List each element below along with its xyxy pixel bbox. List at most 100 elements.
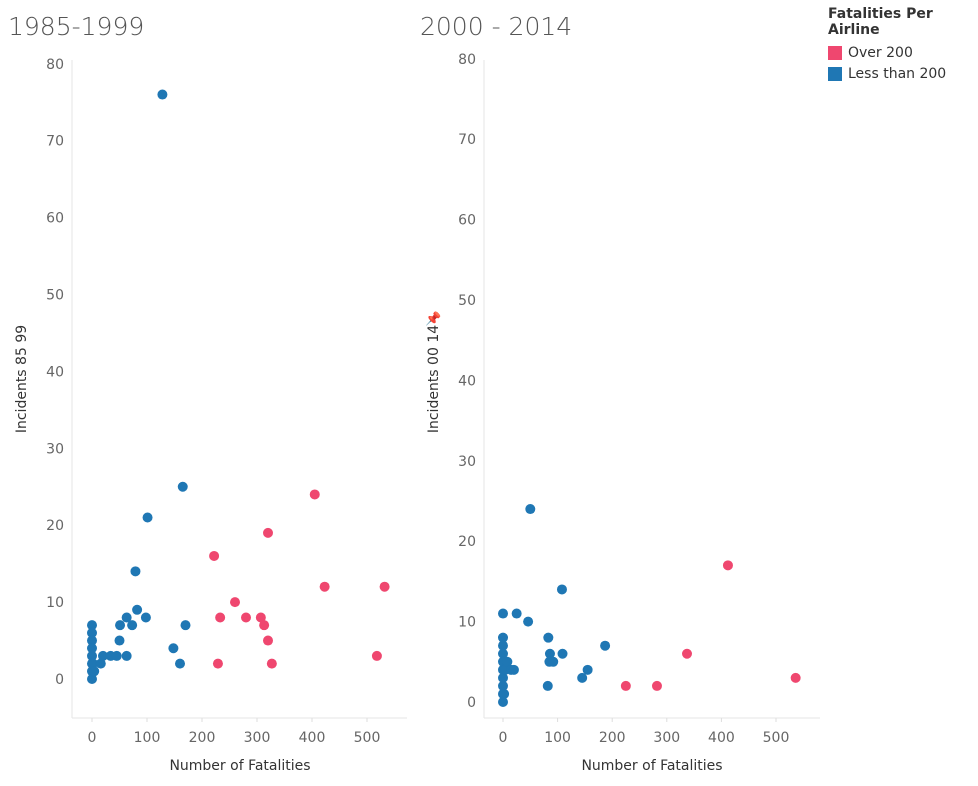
data-point <box>177 481 188 492</box>
y-tick-label: 40 <box>458 373 476 389</box>
data-point <box>309 489 320 500</box>
data-point <box>259 620 270 631</box>
data-point <box>132 604 143 615</box>
data-point <box>87 627 97 638</box>
data-point <box>502 656 513 667</box>
chart-title-1985-1999: 1985-1999 <box>8 12 145 41</box>
data-point <box>790 672 801 683</box>
y-tick-label: 80 <box>46 57 64 73</box>
x-tick-label: 100 <box>134 730 161 746</box>
pin-icon[interactable]: 📌 <box>425 312 442 327</box>
data-point <box>215 612 226 623</box>
data-point <box>212 658 223 669</box>
data-point <box>157 89 168 100</box>
legend-item-over-200[interactable]: Over 200 <box>828 42 978 63</box>
y-tick-label: 50 <box>46 288 64 304</box>
x-tick-label: 300 <box>244 730 271 746</box>
data-point <box>89 666 100 677</box>
legend-swatch-less-than-200 <box>828 66 842 81</box>
y-tick-label: 30 <box>458 454 476 470</box>
legend-swatch-over-200 <box>828 45 842 60</box>
y-axis-label: Incidents 85 99 <box>14 325 30 433</box>
y-axis-label: Incidents 00 14 <box>426 325 442 433</box>
data-point <box>498 640 508 651</box>
y-tick-label: 60 <box>46 211 64 227</box>
data-point <box>508 664 519 675</box>
data-point <box>121 612 132 623</box>
y-tick-label: 70 <box>46 134 64 150</box>
data-point <box>498 608 508 619</box>
data-point <box>263 635 273 646</box>
x-tick-label: 300 <box>653 730 680 746</box>
data-point <box>115 620 126 631</box>
data-point <box>319 581 330 592</box>
data-point <box>95 658 106 669</box>
x-tick-label: 0 <box>499 730 508 746</box>
data-point <box>127 620 138 631</box>
y-tick-label: 20 <box>458 534 476 550</box>
x-tick-label: 200 <box>599 730 626 746</box>
x-axis-label: Number of Fatalities <box>169 758 310 774</box>
y-tick-label: 40 <box>46 364 64 380</box>
data-point <box>142 512 153 523</box>
data-point <box>556 584 567 595</box>
data-point <box>87 674 97 684</box>
x-tick-label: 400 <box>708 730 735 746</box>
y-tick-label: 0 <box>55 672 64 688</box>
data-point <box>498 632 508 643</box>
data-point <box>600 640 611 651</box>
data-point <box>114 635 125 646</box>
legend-label-less-than-200: Less than 200 <box>848 65 947 82</box>
data-point <box>87 635 97 646</box>
data-point <box>498 680 508 691</box>
x-tick-label: 400 <box>299 730 326 746</box>
data-point <box>651 680 662 691</box>
data-point <box>87 650 97 661</box>
y-tick-label: 0 <box>467 695 476 711</box>
data-point <box>121 650 132 661</box>
y-tick-label: 30 <box>46 441 64 457</box>
data-point <box>379 581 390 592</box>
chart-title-2000-2014: 2000 - 2014 <box>420 12 573 41</box>
data-point <box>88 658 99 669</box>
data-point <box>543 632 554 643</box>
y-tick-label: 70 <box>458 132 476 148</box>
y-tick-label: 10 <box>458 615 476 631</box>
data-point <box>263 527 273 538</box>
data-point <box>130 566 141 577</box>
data-point <box>111 650 122 661</box>
legend-label-over-200: Over 200 <box>848 44 913 61</box>
x-tick-label: 500 <box>763 730 790 746</box>
data-point <box>230 597 240 608</box>
data-point <box>582 664 593 675</box>
data-point <box>209 550 220 561</box>
data-point <box>168 643 179 654</box>
data-point <box>98 650 108 661</box>
x-tick-label: 0 <box>88 730 97 746</box>
data-point <box>557 648 568 659</box>
x-tick-label: 500 <box>354 730 381 746</box>
data-point <box>511 608 522 619</box>
data-point <box>620 680 631 691</box>
data-point <box>722 560 733 571</box>
data-point <box>498 672 508 683</box>
data-point <box>87 643 97 654</box>
data-point <box>499 688 510 699</box>
y-tick-label: 60 <box>458 213 476 229</box>
data-point <box>140 612 151 623</box>
y-tick-label: 20 <box>46 518 64 534</box>
data-point <box>371 650 382 661</box>
data-point <box>523 616 534 627</box>
data-point <box>180 620 191 631</box>
data-point <box>498 697 508 707</box>
legend: Fatalities Per Airline Over 200 Less tha… <box>828 6 978 84</box>
y-tick-label: 50 <box>458 293 476 309</box>
data-point <box>544 648 555 659</box>
data-point <box>255 612 266 623</box>
legend-item-less-than-200[interactable]: Less than 200 <box>828 63 978 84</box>
data-point <box>682 648 693 659</box>
data-point <box>175 658 185 669</box>
data-point <box>577 672 588 683</box>
legend-title: Fatalities Per Airline <box>828 6 933 38</box>
